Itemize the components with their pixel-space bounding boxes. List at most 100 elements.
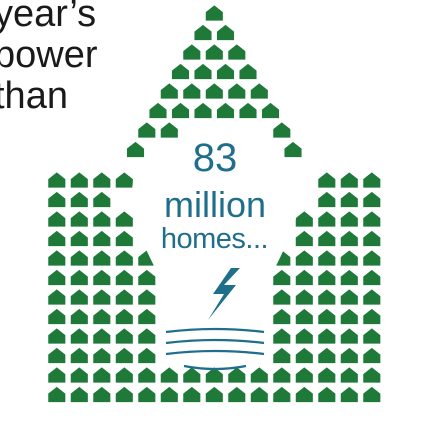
house-icon [295, 386, 313, 403]
house-icon [216, 63, 235, 80]
house-icon [295, 289, 313, 305]
house-icon [340, 289, 358, 305]
house-icon [318, 230, 336, 247]
house-icon [48, 367, 66, 383]
house-icon [93, 211, 111, 227]
house-icon [261, 102, 280, 119]
house-icon [138, 367, 156, 383]
house-icon [138, 328, 156, 344]
stat-subject: homes... [160, 223, 269, 255]
house-icon [93, 191, 111, 208]
house-icon [138, 347, 156, 364]
house-icon [194, 63, 212, 80]
house-icon [48, 347, 66, 364]
house-icon [318, 191, 336, 208]
house-icon [70, 269, 88, 286]
house-icon [340, 386, 358, 403]
headline-line-2: power [0, 34, 98, 76]
house-icon [340, 347, 358, 364]
house-icon [48, 328, 66, 344]
house-icon [171, 63, 190, 80]
house-icon [160, 386, 178, 403]
house-icon [295, 347, 313, 364]
house-icon [93, 386, 111, 403]
house-icon [115, 269, 133, 286]
house-icon [126, 141, 145, 158]
house-icon [295, 230, 313, 247]
house-icon [171, 102, 190, 119]
house-icon [70, 289, 88, 305]
house-icon [363, 250, 381, 266]
house-icon [48, 191, 66, 208]
house-icon [295, 328, 313, 344]
house-icon [138, 308, 156, 325]
house-icon [48, 250, 66, 266]
house-icon [295, 308, 313, 325]
house-icon [273, 269, 291, 286]
house-icon [239, 102, 257, 119]
house-icon [183, 44, 201, 60]
house-icon [228, 386, 246, 403]
house-icon [48, 289, 66, 305]
house-icon [160, 367, 178, 383]
house-icon [363, 386, 381, 403]
house-icon [318, 308, 336, 325]
house-icon [363, 269, 381, 286]
house-icon [70, 386, 88, 403]
house-icon [363, 211, 381, 227]
stat-unit: million [163, 184, 267, 225]
house-icon [93, 289, 111, 305]
house-icon [340, 250, 358, 266]
house-icon [70, 211, 88, 227]
house-icon [115, 367, 133, 383]
house-icon [115, 386, 133, 403]
house-icon [340, 269, 358, 286]
house-icon [340, 328, 358, 344]
house-icon [70, 367, 88, 383]
house-icon [363, 289, 381, 305]
house-icon [273, 347, 291, 364]
house-icon [70, 191, 88, 208]
house-icon [250, 367, 268, 383]
house-icon [250, 386, 268, 403]
house-icon [228, 83, 246, 99]
house-icon [205, 44, 223, 60]
headline-line-3: than [0, 75, 68, 117]
house-icon [183, 386, 201, 403]
house-icon [273, 122, 291, 138]
house-icon [273, 367, 291, 383]
house-icon [149, 102, 167, 119]
house-icon [115, 250, 133, 266]
house-icon [138, 386, 156, 403]
house-icon [273, 308, 291, 325]
house-icon [93, 367, 111, 383]
house-icon [70, 250, 88, 266]
house-icon [115, 328, 133, 344]
house-icon [295, 211, 313, 227]
house-icon [205, 5, 223, 21]
house-icon [194, 24, 212, 41]
house-icon [115, 211, 133, 227]
house-icon [284, 141, 302, 158]
house-icon [115, 308, 133, 325]
house-icon [363, 328, 381, 344]
house-icon [205, 386, 223, 403]
house-icon [273, 386, 291, 403]
lightbulb-icon [131, 142, 299, 371]
house-icon [318, 367, 336, 383]
house-icon [93, 308, 111, 325]
house-icon [340, 367, 358, 383]
house-icon [318, 250, 336, 266]
house-icon [205, 83, 223, 99]
house-icon [160, 83, 178, 99]
house-icon [93, 230, 111, 247]
house-icon [48, 230, 66, 247]
house-icon [273, 289, 291, 305]
house-icon [363, 172, 381, 188]
house-icon [273, 328, 291, 344]
house-icon [318, 269, 336, 286]
stat-number: 83 [192, 136, 238, 180]
house-icon [295, 250, 313, 266]
house-icon [318, 289, 336, 305]
